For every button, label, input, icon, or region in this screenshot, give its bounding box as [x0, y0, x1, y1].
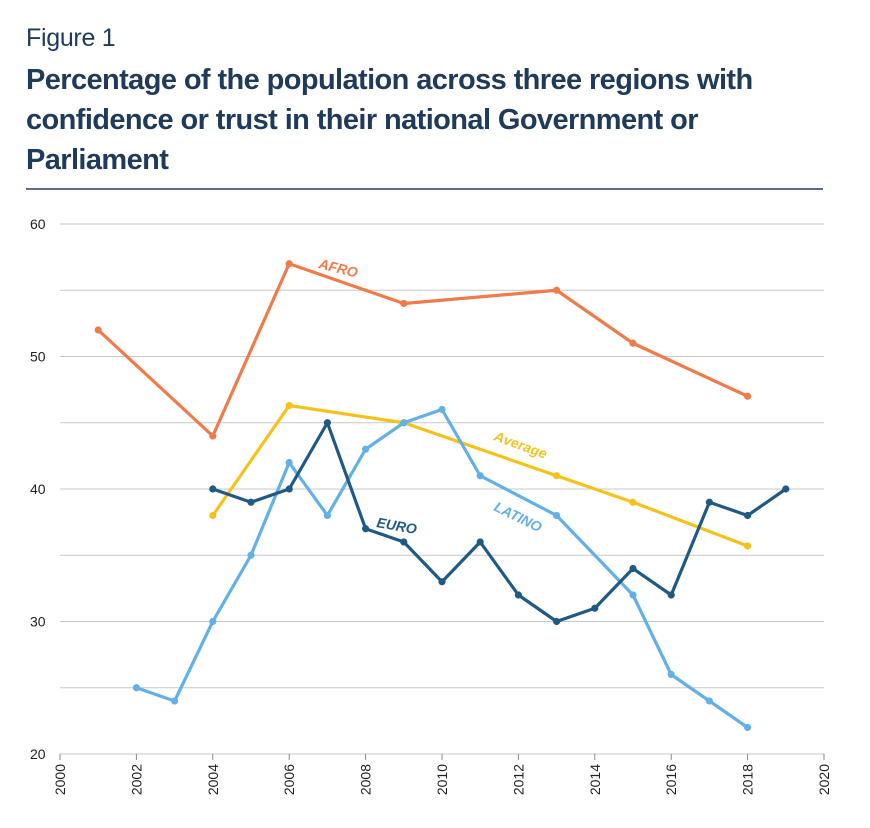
- data-point-euro: [591, 604, 599, 612]
- series-label-euro: EURO: [375, 514, 418, 537]
- x-tick-label: 2008: [358, 764, 374, 795]
- data-point-euro: [438, 578, 446, 586]
- data-point-average: [553, 472, 561, 480]
- x-tick-label: 2000: [52, 764, 68, 795]
- y-tick-label: 60: [30, 216, 46, 232]
- data-point-euro: [247, 498, 255, 506]
- data-point-latino: [705, 697, 714, 705]
- data-point-latino: [171, 697, 179, 705]
- data-point-latino: [476, 472, 484, 480]
- data-point-average: [629, 498, 637, 506]
- data-point-latino: [285, 458, 293, 467]
- data-point-average: [209, 511, 217, 520]
- data-point-euro: [285, 485, 293, 493]
- figure-label: Figure 1: [26, 24, 116, 52]
- data-point-euro: [744, 511, 752, 520]
- data-point-afro: [285, 260, 293, 268]
- x-tick-label: 2004: [205, 764, 221, 795]
- data-point-average: [744, 542, 752, 550]
- data-point-afro: [94, 326, 102, 334]
- x-tick-label: 2016: [663, 764, 679, 795]
- y-tick-label: 40: [30, 481, 46, 497]
- x-tick-label: 2002: [128, 764, 144, 795]
- data-point-euro: [629, 564, 637, 573]
- x-tick-label: 2012: [510, 764, 526, 795]
- data-point-latino: [362, 445, 370, 453]
- data-point-afro: [209, 432, 217, 440]
- data-point-latino: [553, 511, 561, 520]
- data-point-euro: [476, 538, 484, 546]
- data-point-latino: [247, 551, 255, 559]
- y-tick-label: 30: [30, 614, 46, 630]
- data-point-latino: [209, 617, 217, 626]
- data-point-euro: [400, 538, 408, 546]
- data-point-latino: [132, 684, 140, 692]
- data-point-euro: [553, 617, 561, 626]
- y-tick-label: 50: [30, 349, 46, 365]
- x-tick-label: 2014: [587, 764, 603, 795]
- series-line-euro: [211, 421, 788, 624]
- data-point-euro: [514, 591, 523, 599]
- series-line-afro: [96, 262, 750, 438]
- data-point-latino: [438, 405, 446, 414]
- x-tick-label: 2018: [740, 764, 756, 795]
- series-line-latino: [134, 407, 750, 730]
- data-point-latino: [323, 511, 331, 520]
- data-point-euro: [362, 525, 370, 533]
- y-tick-label: 20: [30, 746, 46, 762]
- data-point-afro: [629, 339, 637, 347]
- data-point-afro: [400, 299, 408, 308]
- data-point-latino: [667, 670, 675, 679]
- data-point-euro: [705, 498, 714, 506]
- x-tick-label: 2010: [434, 764, 450, 795]
- data-point-afro: [744, 392, 752, 400]
- data-point-euro: [209, 485, 217, 493]
- data-point-euro: [782, 485, 790, 493]
- x-tick-label: 2006: [281, 764, 297, 795]
- chart-title: Percentage of the population across thre…: [26, 64, 753, 176]
- data-point-euro: [323, 419, 331, 427]
- data-point-average: [285, 401, 293, 410]
- series-line-average: [211, 403, 750, 548]
- data-point-latino: [400, 419, 408, 427]
- data-point-latino: [744, 723, 752, 732]
- data-point-latino: [629, 591, 637, 599]
- x-tick-label: 2020: [816, 764, 832, 795]
- title-divider: [26, 188, 823, 190]
- data-point-euro: [667, 591, 675, 599]
- data-point-afro: [553, 286, 561, 294]
